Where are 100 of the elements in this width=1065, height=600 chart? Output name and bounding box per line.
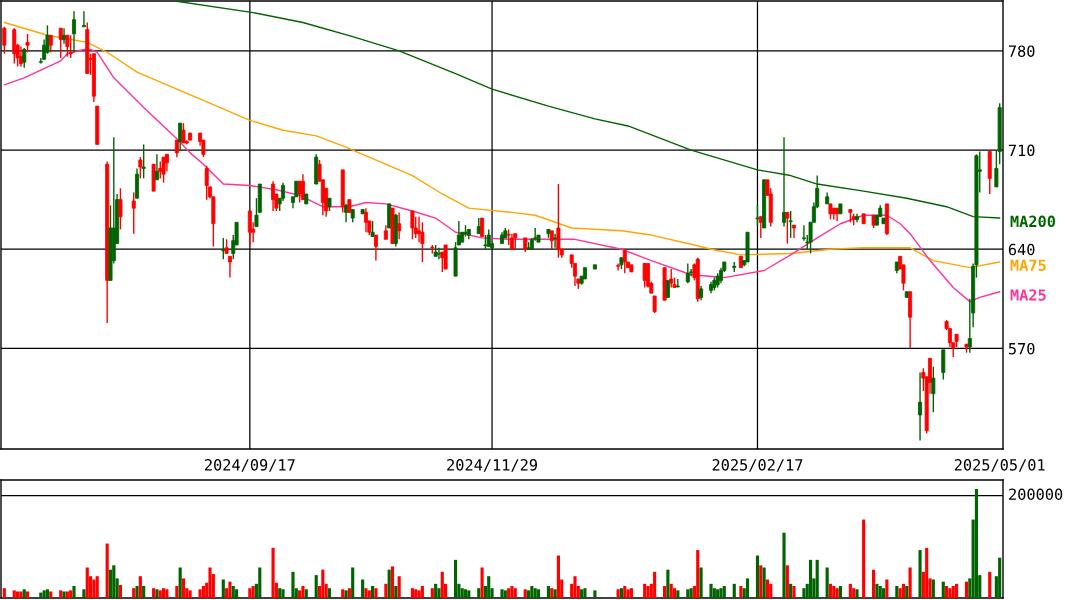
bar [278,588,282,598]
candlestick [281,181,286,202]
bar [862,519,866,598]
bar [619,588,624,598]
candlestick [68,34,73,59]
bar [546,586,551,598]
bar [500,589,504,598]
bar [769,583,773,598]
bar [188,590,192,598]
bar [526,590,531,598]
series-label: MA200 [1010,215,1056,228]
bar [69,590,73,598]
candlestick [81,10,86,28]
bar [533,588,537,598]
bar [669,583,673,598]
candlestick [72,10,76,53]
bar [593,590,597,598]
bar [291,571,295,598]
bar [646,586,650,598]
candlestick [755,204,760,226]
bar [954,583,959,598]
bar [716,589,720,598]
bar [507,588,511,598]
series-label: MA75 [1010,259,1046,272]
candlestick [410,210,415,241]
bar [712,588,716,598]
series-label: MA25 [1010,289,1046,301]
bar [663,586,667,598]
candlestick [616,262,621,272]
bar [988,571,992,598]
bar [765,579,770,598]
bar [626,589,630,598]
bar [271,547,275,598]
bar [848,583,852,598]
candlestick [58,27,63,59]
bar [945,586,949,598]
text: 200000 [1009,488,1063,501]
bar [367,590,371,598]
candlestick [118,187,123,231]
bar [420,586,424,598]
bar [12,590,16,598]
bar [175,586,179,598]
bar [321,569,325,598]
bar [181,578,186,598]
bar [364,588,368,598]
bar [440,571,444,598]
bar [258,567,262,598]
candlestick [941,349,946,381]
bar [92,579,96,598]
bar [523,589,527,598]
bar [536,589,541,598]
bar [25,591,30,598]
bar [430,588,434,598]
bar [298,590,302,598]
bar [828,583,833,598]
bar [881,588,886,598]
bar [513,588,517,598]
candlestick [65,34,70,58]
bar [138,576,142,598]
bar [467,590,471,598]
candlestick [791,224,796,239]
candlestick [138,156,143,180]
bar [453,559,458,598]
candlestick [918,371,923,442]
bar [480,567,484,598]
bar [142,586,146,598]
bar [696,550,700,598]
line-series [3,48,1001,303]
bar [872,569,876,598]
bar [918,550,922,598]
bar [925,547,929,598]
bar [477,588,481,598]
bar [72,586,76,598]
bar [390,566,395,598]
candlestick [227,255,232,279]
bar [530,586,534,598]
candlestick [931,366,936,413]
bar [221,579,225,598]
bar [875,583,879,598]
bar [178,567,182,598]
bar [948,588,952,598]
bar [105,543,109,598]
bar [327,588,332,598]
candlestick [25,33,30,53]
bar [503,590,507,598]
bar [45,589,50,598]
bar [49,591,53,598]
bar [901,583,906,598]
bar [314,575,318,598]
bar [463,589,468,598]
bar [815,559,819,598]
bar [653,571,657,598]
bar [118,584,123,598]
bar [487,576,491,598]
bar [85,567,89,598]
bar [825,567,829,598]
bar [162,588,166,598]
bar [666,569,670,598]
bar [2,588,6,598]
bar [234,589,239,598]
